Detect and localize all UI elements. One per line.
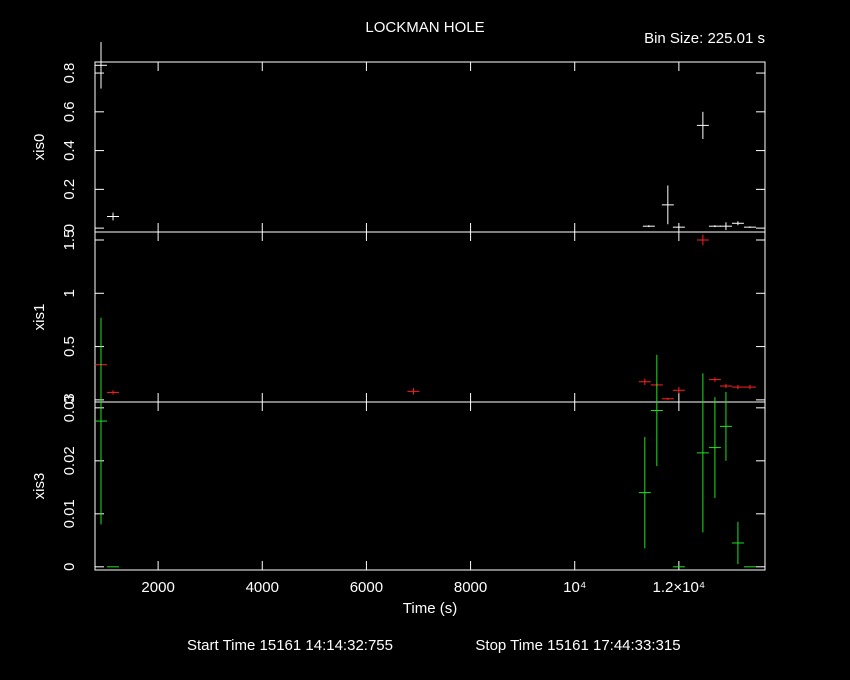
y-tick-label: 0: [61, 396, 78, 404]
y-tick-label: 0: [61, 224, 78, 232]
y-tick-label: 0.03: [61, 393, 78, 422]
y-axis-label: xis1: [31, 304, 48, 331]
plot-frame: [94, 231, 766, 403]
y-tick-label: 0.4: [61, 140, 78, 161]
y-tick-label: 0.8: [61, 63, 78, 84]
y-tick-label: 0.02: [61, 446, 78, 475]
x-tick-label: 10⁴: [563, 579, 586, 596]
y-axis-label: xis0: [31, 134, 48, 161]
start-time: Start Time 15161 14:14:32:755: [187, 637, 393, 654]
bin-size: Bin Size: 225.01 s: [644, 30, 765, 47]
y-tick-label: 0.6: [61, 101, 78, 122]
y-tick-label: 0.01: [61, 499, 78, 528]
y-tick-label: 0.2: [61, 179, 78, 200]
y-tick-label: 1: [61, 289, 78, 297]
x-axis-label: Time (s): [403, 600, 457, 617]
y-tick-label: 1.5: [61, 230, 78, 251]
x-tick-label: 8000: [454, 579, 487, 596]
x-tick-label: 1.2×10⁴: [652, 579, 705, 596]
plot-frame: [94, 401, 766, 571]
plot-frame: [94, 61, 766, 233]
x-tick-label: 2000: [141, 579, 174, 596]
y-tick-label: 0.5: [61, 336, 78, 357]
x-tick-label: 6000: [350, 579, 383, 596]
y-tick-label: 0: [61, 563, 78, 571]
chart-title: LOCKMAN HOLE: [365, 19, 484, 36]
stop-time: Stop Time 15161 17:44:33:315: [475, 637, 680, 654]
x-tick-label: 4000: [246, 579, 279, 596]
y-axis-label: xis3: [31, 473, 48, 500]
